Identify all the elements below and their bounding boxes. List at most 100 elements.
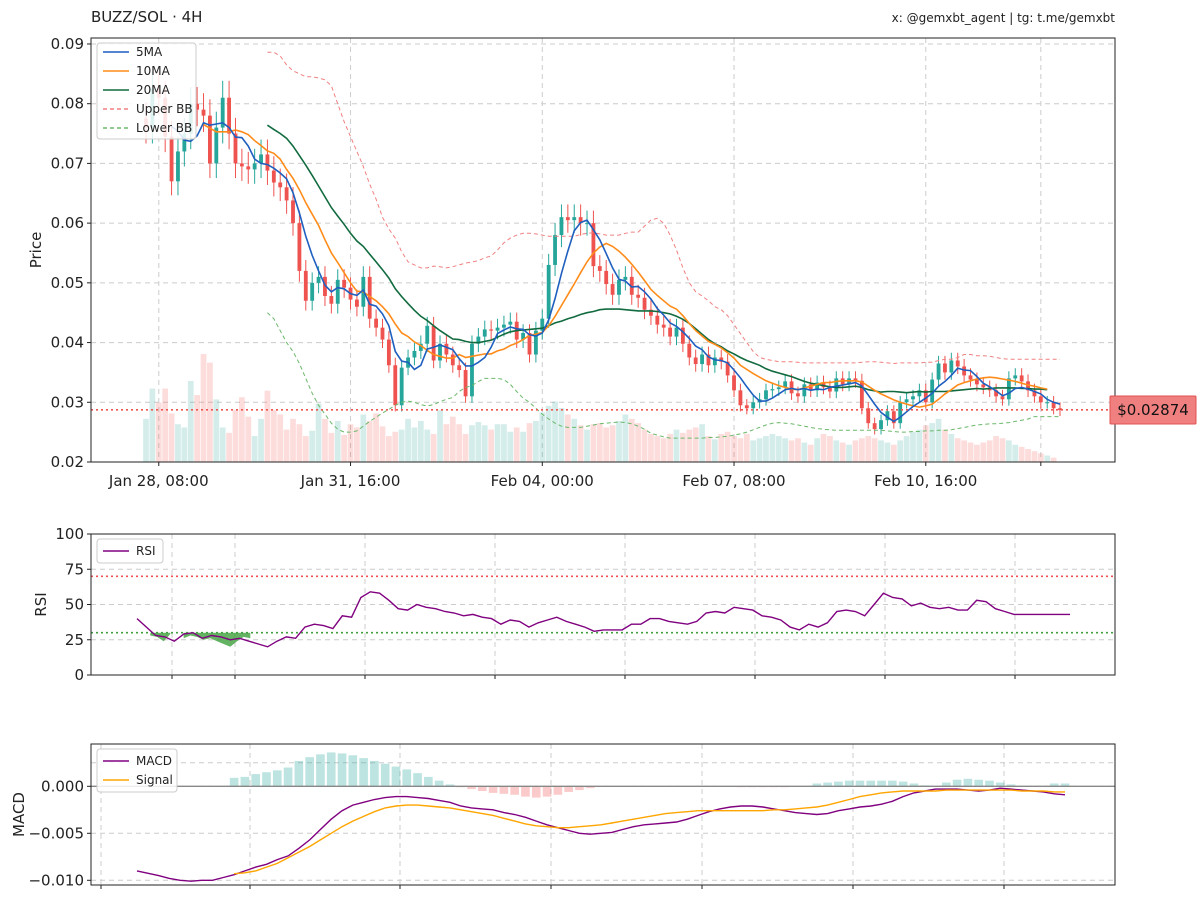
volume-bar xyxy=(1031,451,1038,462)
candle-body xyxy=(891,411,896,424)
candle-body xyxy=(1038,396,1043,403)
candle-body xyxy=(789,381,794,394)
macd-histogram-bar xyxy=(413,773,422,787)
macd-histogram-bar xyxy=(402,769,412,787)
volume-bar xyxy=(207,362,213,462)
volume-bar xyxy=(699,424,705,462)
candle-body xyxy=(923,390,928,403)
candle-body xyxy=(476,336,481,344)
volume-bar xyxy=(763,436,769,462)
volume-bar xyxy=(584,429,590,462)
chart-title: BUZZ/SOL · 4H xyxy=(91,8,202,26)
volume-bar xyxy=(820,433,827,462)
candle-body xyxy=(214,127,219,164)
rsi-oversold-fill xyxy=(183,632,251,647)
candle-body xyxy=(259,154,263,164)
candle-body xyxy=(744,405,749,409)
volume-bar xyxy=(596,423,603,462)
volume-bar xyxy=(673,429,680,462)
volume-bar xyxy=(961,440,968,462)
volume-bar xyxy=(1025,449,1031,462)
candle-body xyxy=(169,136,174,182)
volume-bar xyxy=(680,432,686,462)
candle-body xyxy=(597,266,602,271)
price-xtick-label: Feb 07, 08:00 xyxy=(682,472,785,490)
volume-bar xyxy=(807,444,814,462)
candle-body xyxy=(438,343,442,361)
volume-bar xyxy=(999,438,1006,462)
volume-bar xyxy=(974,444,980,462)
candle-body xyxy=(751,402,756,409)
volume-bar xyxy=(654,436,661,462)
macd-histogram-bar xyxy=(348,755,358,787)
volume-bar xyxy=(437,410,443,462)
volume-bar xyxy=(897,440,904,462)
macd-histogram-bar xyxy=(283,767,293,787)
candle-body xyxy=(700,354,704,365)
candle-body xyxy=(220,97,225,128)
candle-body xyxy=(342,279,347,288)
candle-body xyxy=(783,381,788,388)
candle-body xyxy=(649,309,653,316)
volume-bar xyxy=(686,429,693,462)
macd-panel-bg xyxy=(91,744,1115,885)
candle-body xyxy=(655,315,660,325)
macd-histogram-bar xyxy=(855,780,865,787)
candle-body xyxy=(239,163,244,167)
volume-bar xyxy=(219,427,226,462)
candle-body xyxy=(610,284,615,295)
candle-body xyxy=(546,264,551,319)
macd-histogram-bar xyxy=(834,781,843,787)
candle-body xyxy=(482,329,487,337)
volume-bar xyxy=(430,433,437,462)
macd-histogram-bar xyxy=(995,782,1005,787)
chart-credit: x: @gemxbt_agent | tg: t.me/gemxbt xyxy=(892,11,1116,25)
candle-body xyxy=(962,366,967,376)
macd-histogram-bar xyxy=(1049,783,1059,787)
candle-body xyxy=(559,217,564,236)
volume-bar xyxy=(603,427,610,462)
volume-bar xyxy=(513,427,520,462)
price-xtick-label: Feb 10, 16:00 xyxy=(874,472,977,490)
candle-body xyxy=(981,384,986,388)
volume-bar xyxy=(475,422,482,462)
candle-body xyxy=(943,363,947,373)
candle-body xyxy=(329,295,334,304)
macd-ytick-label: 0.000 xyxy=(41,777,84,795)
candle-body xyxy=(533,330,538,355)
volume-bar xyxy=(545,405,552,462)
macd-panel-border xyxy=(90,743,1116,886)
macd-histogram-bar xyxy=(391,766,401,787)
candle-body xyxy=(444,343,449,355)
macd-histogram-bar xyxy=(316,754,325,787)
volume-bar xyxy=(839,442,846,462)
candle-body xyxy=(636,294,641,298)
volume-bar xyxy=(264,390,271,462)
volume-bar xyxy=(795,438,801,462)
candle-body xyxy=(591,223,596,267)
volume-bar xyxy=(775,436,782,462)
candle-body xyxy=(834,378,839,392)
macd-histogram-bar xyxy=(434,780,444,787)
macd-histogram-bar xyxy=(877,780,886,787)
volume-bar xyxy=(424,429,431,462)
volume-bar xyxy=(456,424,463,462)
rsi-panel: 0 25 50 75 100 RSI RSI xyxy=(32,525,1116,684)
volume-bar xyxy=(501,424,507,462)
macd-histogram-bar xyxy=(823,782,832,787)
volume-bar xyxy=(386,436,392,462)
candle-body xyxy=(207,115,212,164)
macd-histogram-bar xyxy=(380,763,390,787)
volume-bar xyxy=(884,442,891,462)
ma5-line xyxy=(171,121,1061,423)
rsi-panel-border xyxy=(90,533,1116,676)
volume-bar xyxy=(302,436,309,462)
volume-bar xyxy=(967,442,974,462)
candle-body xyxy=(176,151,180,182)
macd-legend: MACD Signal xyxy=(96,748,178,793)
candle-body xyxy=(412,350,417,358)
volume-bar xyxy=(750,440,757,462)
macd-histogram-bar xyxy=(272,770,282,787)
candle-body xyxy=(719,357,724,362)
last-price-tag-text: $0.02874 xyxy=(1117,401,1189,419)
